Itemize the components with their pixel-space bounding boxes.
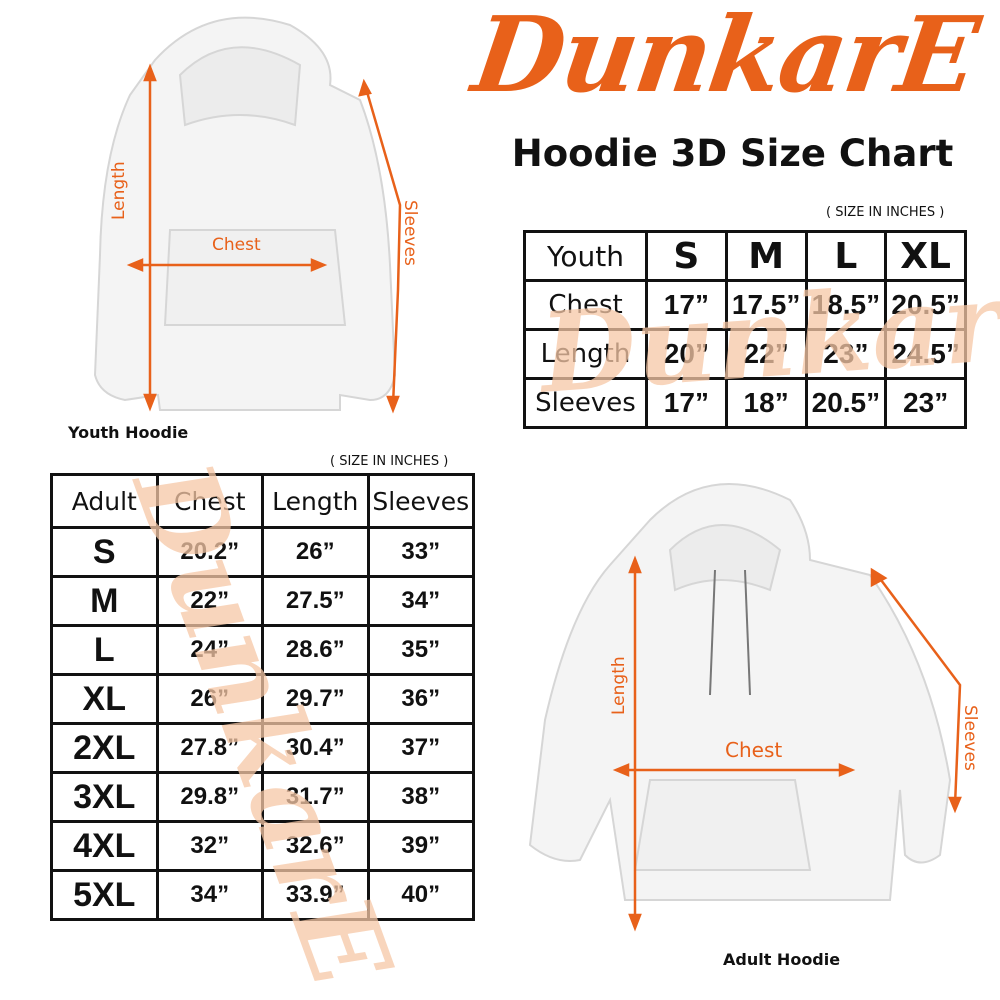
table-cell: 22” [724, 328, 808, 380]
table-cell: 27.5” [261, 575, 370, 627]
table-cell: 26” [155, 673, 264, 725]
table-row: 4XL 32” 32.6” 39” [50, 820, 475, 872]
page-title: Hoodie 3D Size Chart [511, 132, 954, 175]
header-cell: Chest [155, 473, 264, 529]
table-cell: 34” [366, 575, 475, 627]
row-label: 5XL [50, 869, 159, 921]
table-cell: 29.7” [261, 673, 370, 725]
table-row: L 24” 28.6” 35” [50, 624, 475, 676]
table-cell: 20.2” [155, 526, 264, 578]
table-cell: 34” [155, 869, 264, 921]
table-row: S 20.2” 26” 33” [50, 526, 475, 578]
table-cell: 24” [155, 624, 264, 676]
table-cell: 20.5” [884, 279, 967, 331]
youth-sleeves-label: Sleeves [400, 200, 420, 266]
table-cell: 20.5” [804, 377, 888, 429]
table-cell: 38” [366, 771, 475, 823]
table-cell: 27.8” [155, 722, 264, 774]
table-cell: 36” [366, 673, 475, 725]
header-cell: Length [261, 473, 370, 529]
table-cell: 28.6” [261, 624, 370, 676]
adult-hoodie-caption: Adult Hoodie [723, 950, 841, 969]
table-cell: 39” [366, 820, 475, 872]
header-cell: Adult [50, 473, 159, 529]
youth-length-label: Length [109, 161, 129, 220]
table-cell: 20” [645, 328, 728, 380]
table-cell: 31.7” [261, 771, 370, 823]
table-cell: 33” [366, 526, 475, 578]
youth-hoodie-illustration: Length Chest Sleeves [93, 16, 420, 414]
row-label: XL [50, 673, 159, 725]
table-cell: 23” [804, 328, 888, 380]
header-cell: M [724, 230, 808, 282]
adult-length-label: Length [609, 656, 629, 715]
table-cell: 32” [155, 820, 264, 872]
table-row: 5XL 34” 33.9” 40” [50, 869, 475, 921]
table-row: XL 26” 29.7” 36” [50, 673, 475, 725]
table-cell: 35” [366, 624, 475, 676]
youth-chest-label: Chest [212, 235, 261, 255]
header-cell: L [804, 230, 888, 282]
row-label: L [50, 624, 159, 676]
youth-unit-note: ( SIZE IN INCHES ) [826, 205, 945, 220]
table-header-row: Adult Chest Length Sleeves [50, 473, 475, 529]
table-row: Sleeves 17” 18” 20.5” 23” [523, 377, 967, 429]
table-row: 3XL 29.8” 31.7” 38” [50, 771, 475, 823]
row-label: Length [523, 328, 648, 380]
table-header-row: Youth S M L XL [523, 230, 967, 282]
adult-unit-note: ( SIZE IN INCHES ) [330, 454, 449, 469]
row-label: Chest [523, 279, 648, 331]
row-label: 4XL [50, 820, 159, 872]
header-cell: XL [884, 230, 967, 282]
row-label: 3XL [50, 771, 159, 823]
table-cell: 17.5” [724, 279, 808, 331]
row-label: Sleeves [523, 377, 648, 429]
table-cell: 22” [155, 575, 264, 627]
table-cell: 24.5” [884, 328, 967, 380]
brand-logo: DunkarE [465, 0, 985, 116]
table-cell: 18.5” [804, 279, 888, 331]
table-cell: 32.6” [261, 820, 370, 872]
adult-size-table: Adult Chest Length Sleeves S 20.2” 26” 33” M… [50, 473, 475, 921]
sleeves-arrow [874, 571, 962, 806]
table-cell: 30.4” [261, 722, 370, 774]
row-label: 2XL [50, 722, 159, 774]
table-cell: 23” [884, 377, 967, 429]
youth-size-table: Youth S M L XL Chest 17” 17.5” 18.5” 20.… [523, 230, 967, 429]
adult-hoodie-illustration: Length Chest Sleeves [528, 483, 980, 932]
table-cell: 17” [645, 279, 728, 331]
adult-chest-label: Chest [725, 738, 782, 762]
table-cell: 17” [645, 377, 728, 429]
table-cell: 26” [261, 526, 370, 578]
table-cell: 40” [366, 869, 475, 921]
header-cell: Sleeves [366, 473, 475, 529]
adult-sleeves-label: Sleeves [960, 705, 980, 771]
header-cell: Youth [523, 230, 648, 282]
sleeves-arrow [363, 84, 402, 406]
table-cell: 33.9” [261, 869, 370, 921]
table-row: Chest 17” 17.5” 18.5” 20.5” [523, 279, 967, 331]
row-label: M [50, 575, 159, 627]
table-row: 2XL 27.8” 30.4” 37” [50, 722, 475, 774]
table-cell: 29.8” [155, 771, 264, 823]
table-row: M 22” 27.5” 34” [50, 575, 475, 627]
row-label: S [50, 526, 159, 578]
header-cell: S [645, 230, 728, 282]
table-cell: 18” [724, 377, 808, 429]
table-cell: 37” [366, 722, 475, 774]
youth-hoodie-caption: Youth Hoodie [68, 423, 189, 442]
table-row: Length 20” 22” 23” 24.5” [523, 328, 967, 380]
